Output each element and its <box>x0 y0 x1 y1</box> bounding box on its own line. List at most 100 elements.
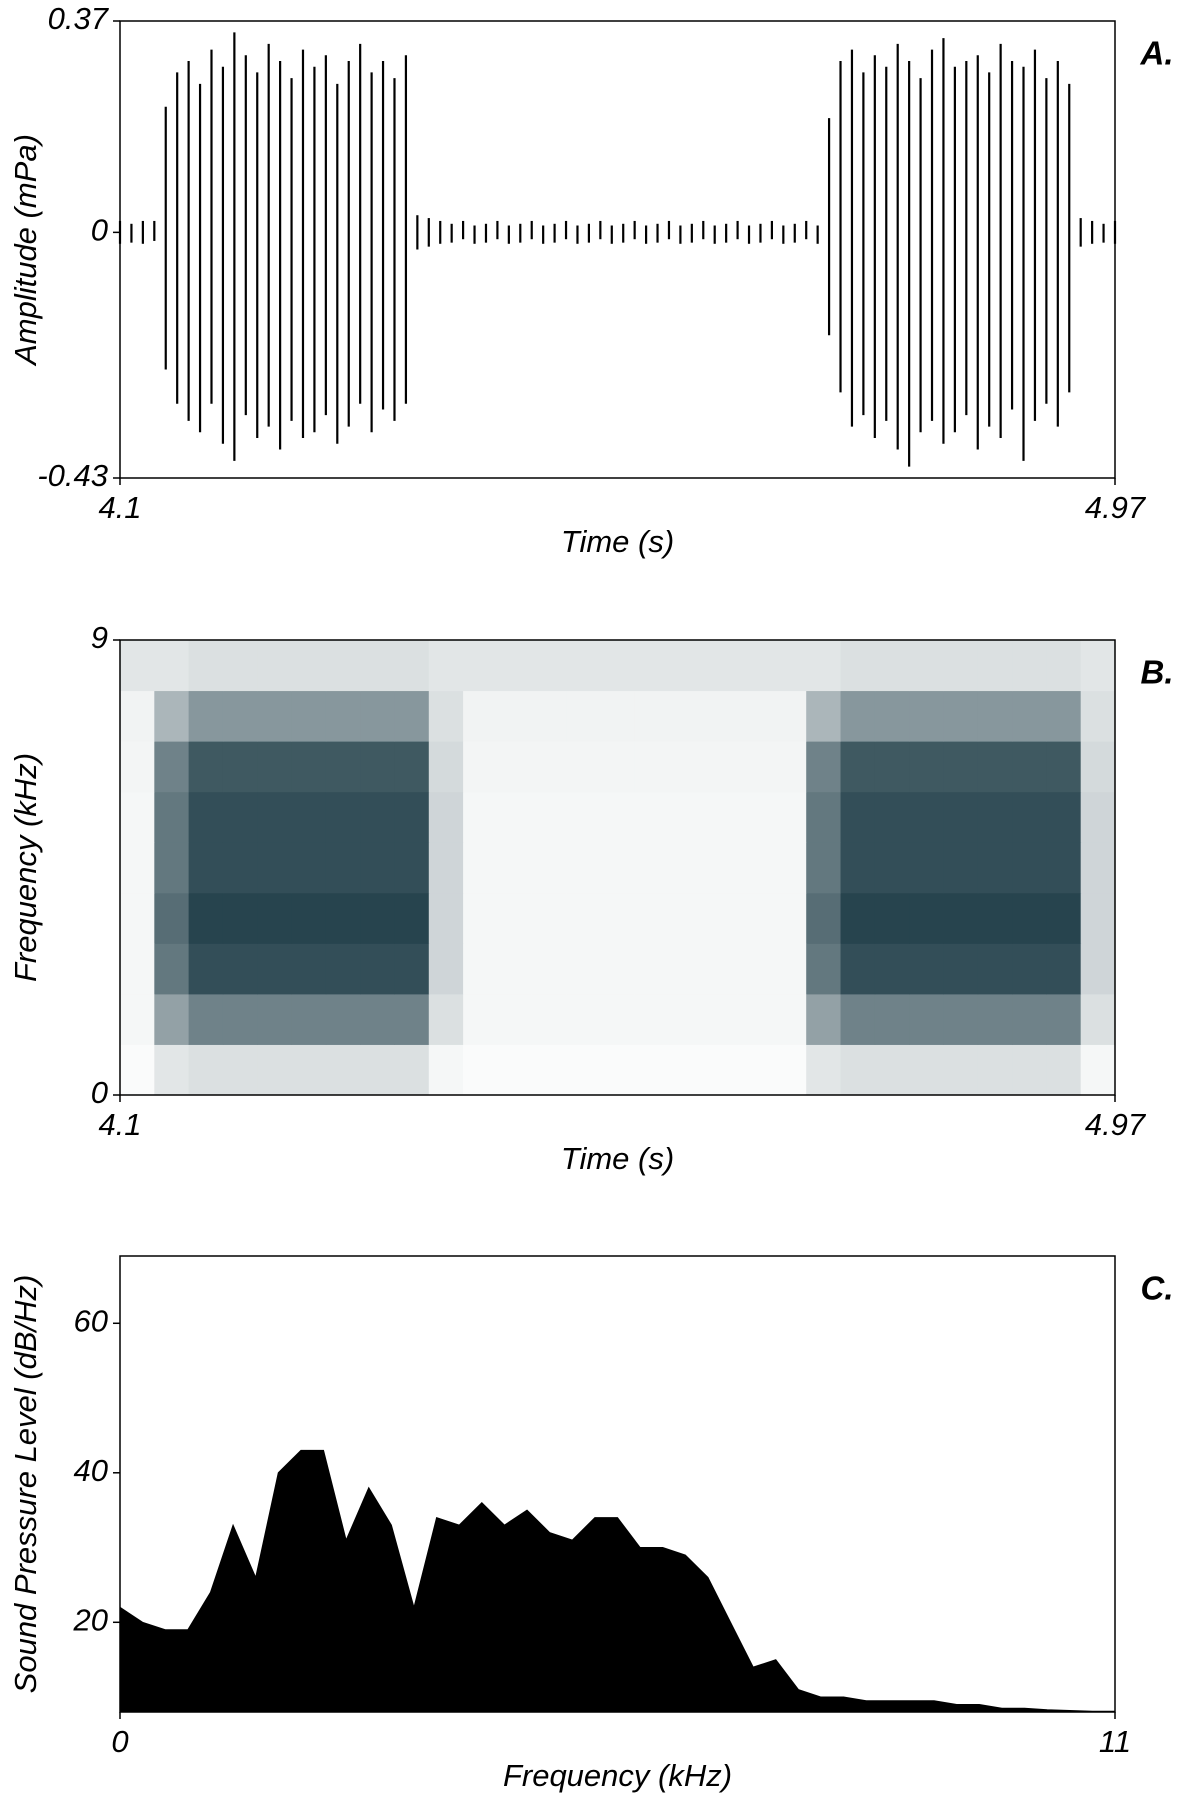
spectrogram-cell <box>737 943 773 995</box>
spectrogram-cell <box>497 842 533 894</box>
spectrogram-cell <box>909 1044 944 1096</box>
spectrogram-cell <box>394 741 430 793</box>
spectrogram-cell <box>806 943 842 995</box>
x-tick-label: 0 <box>111 1724 128 1759</box>
spectrogram-cell <box>1012 943 1047 995</box>
spectrogram-cell <box>463 791 498 843</box>
spectrogram-cell <box>943 640 979 692</box>
spectrogram-cell <box>428 943 464 995</box>
spectrogram-cell <box>428 741 464 793</box>
spectrogram-cell <box>531 943 567 995</box>
spectrogram-cell <box>325 842 361 894</box>
spectrogram-cell <box>394 993 430 1045</box>
spectrogram-cell <box>154 690 190 742</box>
x-tick-label: 11 <box>1099 1724 1131 1759</box>
spectrogram-cell <box>909 791 944 843</box>
spectrogram-cell <box>566 1044 601 1096</box>
spectrogram-cell <box>703 690 739 742</box>
spectrogram-cell <box>257 993 293 1045</box>
spectrogram-cell <box>154 842 190 894</box>
plot-frame <box>119 1255 1116 1713</box>
spectrogram-cell <box>188 690 224 742</box>
spectrogram-cell <box>634 993 670 1045</box>
spectrogram-cell <box>360 1044 395 1096</box>
spectrogram-cell <box>154 640 190 692</box>
spectrogram-cell <box>428 791 464 843</box>
spectrogram-cell <box>909 640 944 692</box>
spectrogram-cell <box>222 741 258 793</box>
spectrogram-cell <box>1080 690 1116 742</box>
spectrogram-cell <box>737 1044 773 1096</box>
spectrogram-cell <box>874 892 910 944</box>
spectrogram-cell <box>668 842 704 894</box>
spectrogram-cell <box>1012 892 1047 944</box>
y-tick-label: 20 <box>73 1602 108 1637</box>
spectrogram-cell <box>566 640 601 692</box>
panel-label: A. <box>1140 35 1174 72</box>
spectrogram-cell <box>291 1044 327 1096</box>
spectrogram-cell <box>222 993 258 1045</box>
spectrogram-cell <box>154 993 190 1045</box>
x-axis-title: Time (s) <box>561 524 674 559</box>
spectrogram-cell <box>188 791 224 843</box>
spectrogram-cell <box>840 640 876 692</box>
spectrogram-cell <box>737 640 773 692</box>
spectrogram-cell <box>257 741 293 793</box>
spectrogram-cell <box>497 690 533 742</box>
spectrogram-cell <box>874 640 910 692</box>
spectrogram-cell <box>1046 690 1082 742</box>
spectrogram-cell <box>771 791 807 843</box>
spectrogram-cell <box>600 943 636 995</box>
spectrogram-cell <box>668 690 704 742</box>
spectrogram-cell <box>806 690 842 742</box>
spectrogram-cell <box>874 943 910 995</box>
spectrogram-cell <box>600 791 636 843</box>
spectrogram-cell <box>120 791 155 843</box>
spectrogram-cell <box>188 640 224 692</box>
y-axis-title: Sound Pressure Level (dB/Hz) <box>8 1275 43 1694</box>
spectrogram-cell <box>257 892 293 944</box>
spectrogram-cell <box>943 690 979 742</box>
spectrogram-cell <box>428 842 464 894</box>
spectrogram-cell <box>771 842 807 894</box>
spectrogram-cell <box>566 993 601 1045</box>
spectrogram-cell <box>188 741 224 793</box>
spectrogram-cell <box>120 993 155 1045</box>
spectrogram-cell <box>737 791 773 843</box>
spectrogram-cell <box>497 892 533 944</box>
spectrogram-cell <box>325 741 361 793</box>
spectrogram-cell <box>463 892 498 944</box>
spectrogram-cell <box>737 842 773 894</box>
spectrogram-cell <box>222 640 258 692</box>
spectrogram-cell <box>771 741 807 793</box>
spectrogram-cell <box>222 791 258 843</box>
spectrogram-cell <box>291 892 327 944</box>
spectrogram-cell <box>222 892 258 944</box>
spectrogram-cell <box>463 640 498 692</box>
spectrogram-cell <box>222 690 258 742</box>
spectrogram-cell <box>120 640 155 692</box>
spectrogram-cell <box>120 943 155 995</box>
spectrogram-cell <box>806 640 842 692</box>
spectrogram-cell <box>291 943 327 995</box>
plot-frame <box>119 639 1116 1096</box>
spectrogram-cell <box>703 791 739 843</box>
y-axis-title: Frequency (kHz) <box>8 753 43 982</box>
spectrogram-cell <box>668 640 704 692</box>
spectrogram-cell <box>566 791 601 843</box>
spectrogram-cell <box>257 640 293 692</box>
spectrogram-cell <box>360 741 395 793</box>
spectrogram-cell <box>874 741 910 793</box>
spectrogram-cell <box>360 943 395 995</box>
spectrogram-cell <box>840 892 876 944</box>
spectrogram-cell <box>120 741 155 793</box>
spectrogram-cell <box>977 791 1013 843</box>
spectrogram-cell <box>1012 1044 1047 1096</box>
spectrogram-cell <box>497 1044 533 1096</box>
spectrogram-cell <box>257 690 293 742</box>
spectrogram-cell <box>600 993 636 1045</box>
spectrogram-cell <box>1080 1044 1116 1096</box>
spectrogram-cell <box>600 690 636 742</box>
spectrogram-cell <box>188 1044 224 1096</box>
